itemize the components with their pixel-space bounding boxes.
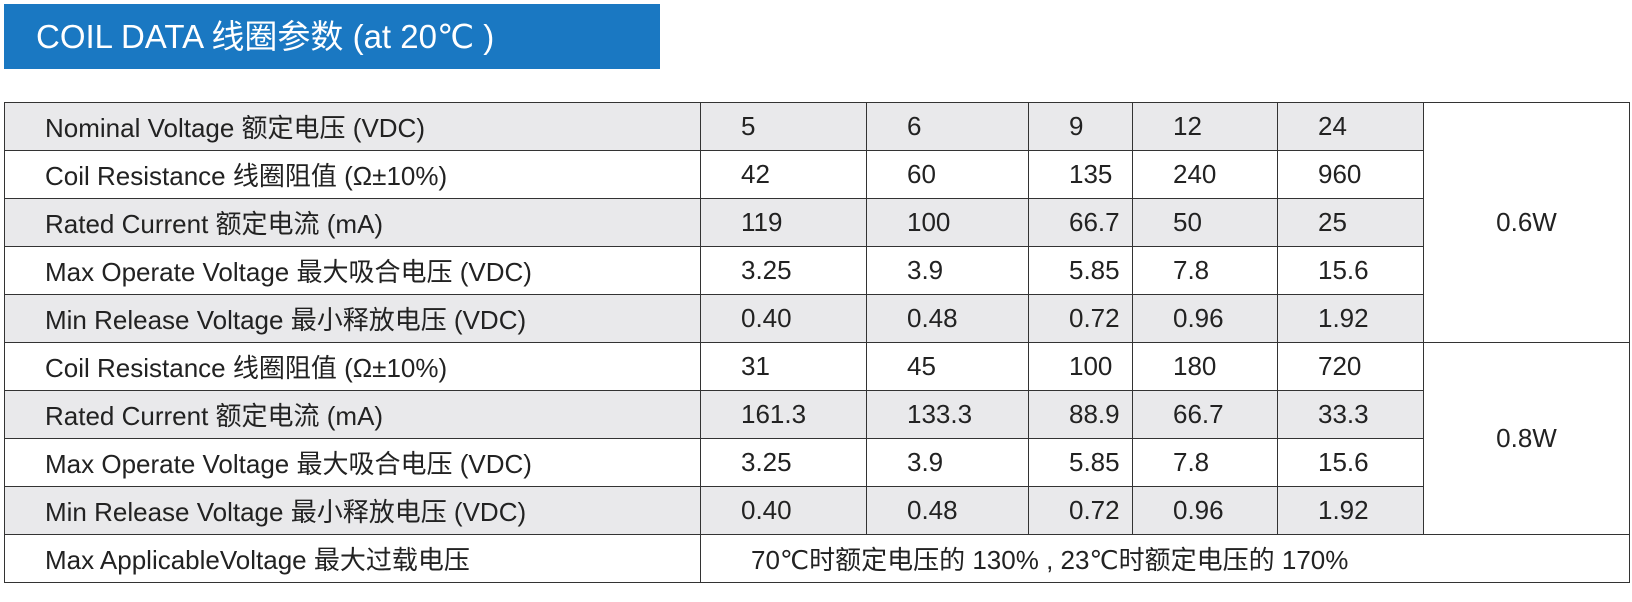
value-cell: 5.85 [1028, 246, 1133, 295]
table-row: Coil Resistance 线圈阻值 (Ω±10%) 31 45 100 180 72… [4, 342, 1630, 535]
value-cell: 3.25 [700, 246, 867, 295]
value-cell: 7.8 [1132, 438, 1278, 487]
row-label: Nominal Voltage 额定电压 (VDC) [4, 102, 701, 151]
value-cell: 180 [1132, 342, 1278, 391]
value-cell: 3.9 [866, 438, 1029, 487]
value-cell: 66.7 [1028, 198, 1133, 247]
value-cell: 33.3 [1277, 390, 1424, 439]
value-cell: 1.92 [1277, 486, 1424, 535]
value-cell: 1.92 [1277, 294, 1424, 343]
value-cell: 0.72 [1028, 294, 1133, 343]
value-cell: 7.8 [1132, 246, 1278, 295]
value-cell: 0.48 [866, 294, 1029, 343]
value-cell: 9 [1028, 102, 1133, 151]
value-cell: 12 [1132, 102, 1278, 151]
value-cell: 60 [866, 150, 1029, 199]
row-label: Rated Current 额定电流 (mA) [4, 198, 701, 247]
value-cell: 15.6 [1277, 438, 1424, 487]
value-cell: 135 [1028, 150, 1133, 199]
value-cell: 24 [1277, 102, 1424, 151]
value-cell: 25 [1277, 198, 1424, 247]
value-cell: 50 [1132, 198, 1278, 247]
table-row: Rated Current 额定电流 (mA) 161.3 133.3 88.9 66.… [4, 390, 1630, 439]
table-row: Nominal Voltage 额定电压 (VDC) 5 6 9 12 24 0.6W [4, 102, 1630, 343]
value-cell: 3.25 [700, 438, 867, 487]
value-cell: 0.72 [1028, 486, 1133, 535]
value-cell: 161.3 [700, 390, 867, 439]
value-cell: 0.96 [1132, 294, 1278, 343]
table-row: Rated Current 额定电流 (mA) 119 100 66.7 50 25 [4, 198, 1630, 247]
value-cell: 0.48 [866, 486, 1029, 535]
row-label: Coil Resistance 线圈阻值 (Ω±10%) [4, 150, 701, 199]
value-cell: 15.6 [1277, 246, 1424, 295]
value-cell: 45 [866, 342, 1029, 391]
power-cell: 0.8W [1423, 342, 1630, 535]
table-body: Nominal Voltage 额定电压 (VDC) 5 6 9 12 24 0.6W Coi… [4, 102, 1630, 583]
table-row: Min Release Voltage 最小释放电压 (VDC) 0.40 0.48… [4, 486, 1630, 535]
row-label: Min Release Voltage 最小释放电压 (VDC) [4, 486, 701, 535]
row-label: Max Operate Voltage 最大吸合电压 (VDC) [4, 438, 701, 487]
value-cell: 240 [1132, 150, 1278, 199]
table-row: Max Operate Voltage 最大吸合电压 (VDC) 3.25 3.9 5… [4, 438, 1630, 487]
value-cell: 100 [1028, 342, 1133, 391]
value-cell: 100 [866, 198, 1029, 247]
value-cell: 133.3 [866, 390, 1029, 439]
value-cell: 720 [1277, 342, 1424, 391]
value-cell: 5 [700, 102, 867, 151]
row-label: Min Release Voltage 最小释放电压 (VDC) [4, 294, 701, 343]
value-cell: 42 [700, 150, 867, 199]
row-label: Rated Current 额定电流 (mA) [4, 390, 701, 439]
value-cell: 0.96 [1132, 486, 1278, 535]
value-cell: 0.40 [700, 294, 867, 343]
table-row: Max Operate Voltage 最大吸合电压 (VDC) 3.25 3.9 5… [4, 246, 1630, 295]
value-cell: 5.85 [1028, 438, 1133, 487]
row-label: Coil Resistance 线圈阻值 (Ω±10%) [4, 342, 701, 391]
section-title: COIL DATA 线圈参数 (at 20℃ ) [4, 4, 660, 69]
power-cell: 0.6W [1423, 102, 1630, 343]
row-label: Max ApplicableVoltage 最大过载电压 [4, 534, 701, 583]
value-cell: 66.7 [1132, 390, 1278, 439]
note-cell: 70℃时额定电压的 130% , 23℃时额定电压的 170% [700, 534, 1630, 583]
value-cell: 0.40 [700, 486, 867, 535]
value-cell: 31 [700, 342, 867, 391]
coil-table: Nominal Voltage 额定电压 (VDC) 5 6 9 12 24 0.6W Coi… [4, 102, 1630, 583]
row-label: Max Operate Voltage 最大吸合电压 (VDC) [4, 246, 701, 295]
table-row: Coil Resistance 线圈阻值 (Ω±10%) 42 60 135 240 96… [4, 150, 1630, 199]
table-row: Min Release Voltage 最小释放电压 (VDC) 0.40 0.48… [4, 294, 1630, 343]
value-cell: 88.9 [1028, 390, 1133, 439]
table-row: Max ApplicableVoltage 最大过载电压 70℃时额定电压的 13… [4, 534, 1630, 583]
value-cell: 3.9 [866, 246, 1029, 295]
value-cell: 960 [1277, 150, 1424, 199]
value-cell: 6 [866, 102, 1029, 151]
value-cell: 119 [700, 198, 867, 247]
